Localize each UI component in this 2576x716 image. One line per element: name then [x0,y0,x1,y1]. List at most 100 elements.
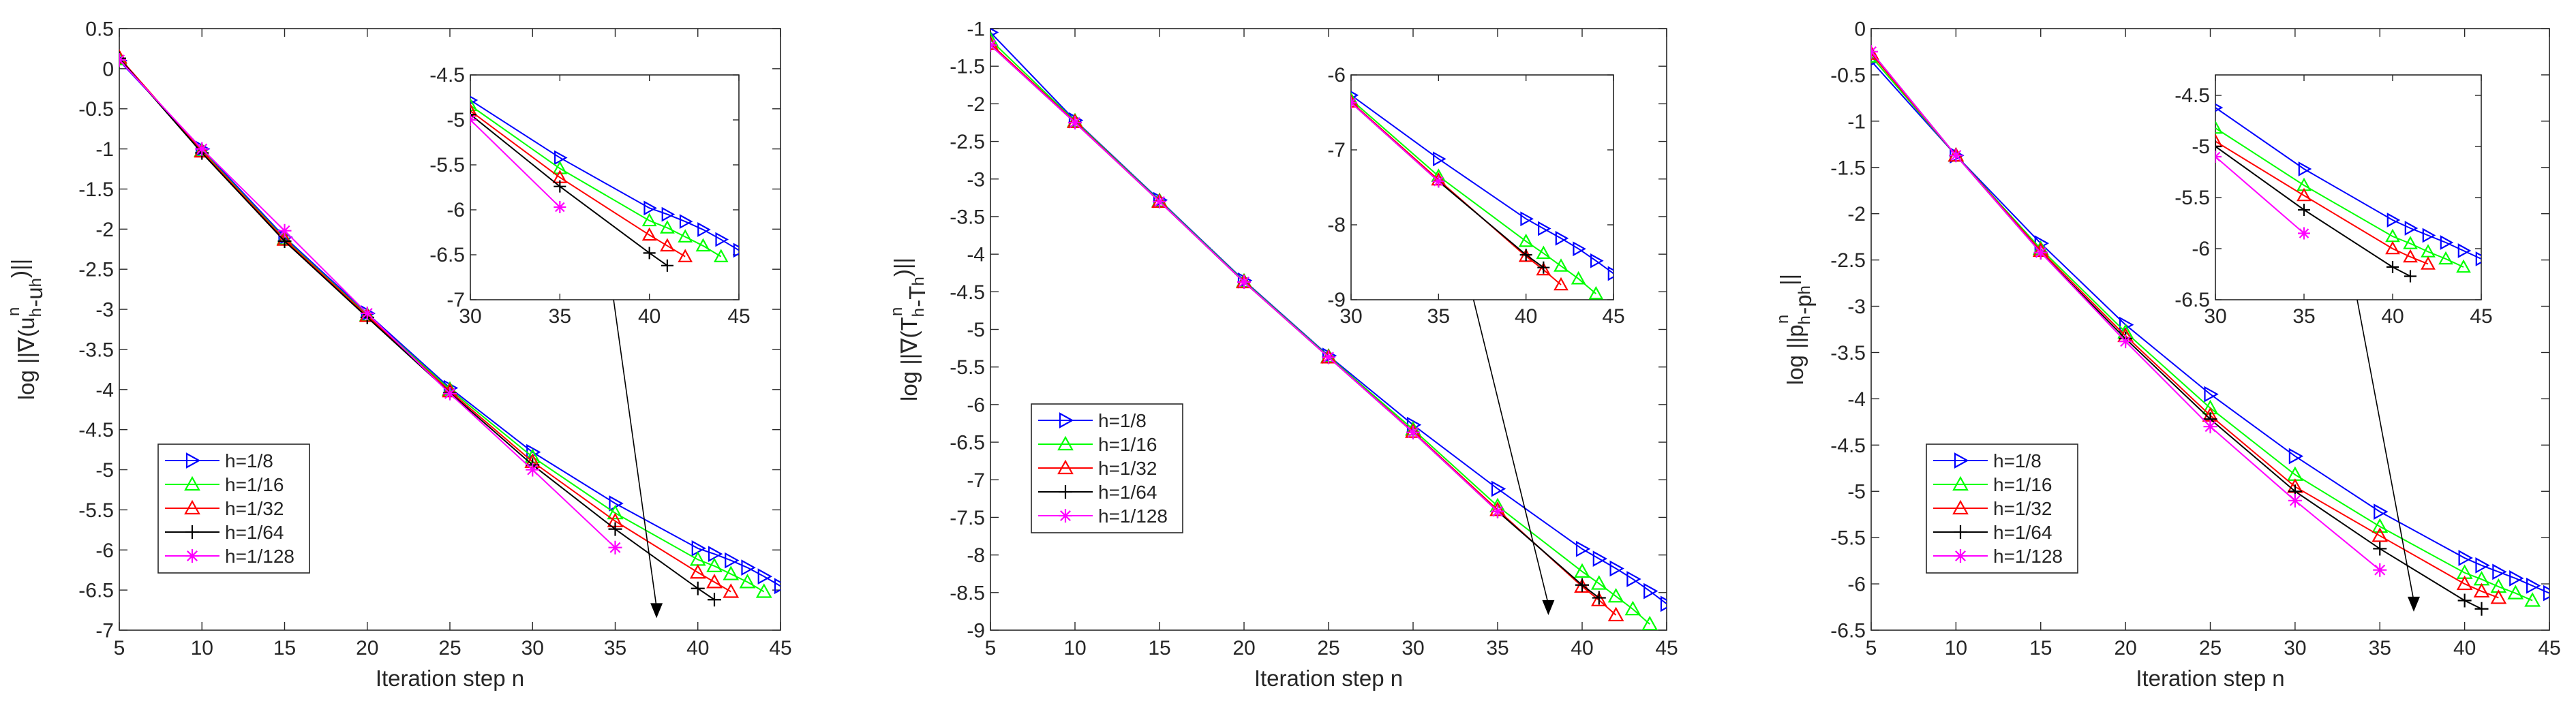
inset-point-h32 [1518,248,1534,262]
inset-point-h16 [1588,285,1604,300]
inset-series-h64 [470,108,673,272]
main-point-h32 [2372,527,2389,542]
main-y-tick-label: -6.5 [1830,620,1866,642]
main-point-h8 [2119,316,2134,333]
main-y-tick-label: -3.5 [78,339,114,361]
y-axis-label-part: log ||p [1783,324,1808,385]
inset-point-h64 [1537,261,1550,274]
main-point-h128 [1237,275,1251,289]
main-y-tick-label: -8 [967,544,985,567]
main-point-h32 [2473,582,2490,598]
inset-point-h8 [1607,266,1613,281]
legend-marker-h8 [185,452,201,469]
inset-series-line-h16 [2215,127,2464,268]
inset-series-h16 [2215,120,2471,273]
legend-label-h32: h=1/32 [1993,498,2052,519]
inset-y-tick-label: -5 [2192,136,2210,158]
main-point-h16 [1641,615,1658,630]
inset-point-h16 [2456,259,2471,273]
main-point-h32 [706,574,723,589]
x-axis-label: Iteration step n [1254,666,1403,691]
main-point-h128 [526,463,540,477]
inset-y-tick-label: -7 [446,289,465,311]
main-y-tick-label: -2.5 [950,131,985,153]
inset-point-h64 [661,259,673,272]
main-point-h16 [1624,600,1641,616]
legend-item-h8: h=1/8 [165,450,273,471]
inset-point-h32 [2421,256,2436,270]
inset-x-tick-label: 35 [549,305,571,328]
main-point-h8 [774,578,781,595]
inset-x-tick-label: 35 [2292,305,2315,328]
inset-x-tick-label: 40 [2381,305,2404,328]
legend-marker-h8 [1059,412,1074,429]
inset-series-line-h8 [470,99,739,251]
legend-label-h32: h=1/32 [225,498,284,519]
inset-point-h16 [1554,258,1569,272]
main-y-tick-label: 0.5 [85,18,114,41]
main-y-tick-label: -4.5 [78,419,114,441]
main-y-tick-label: -1.5 [78,178,114,201]
inset-point-h16 [2215,120,2223,134]
inset-point-h128 [2298,227,2310,240]
main-point-h8 [1592,550,1608,567]
main-x-tick-label: 35 [604,637,626,659]
zoom-arrow-line [613,299,657,608]
main-x-tick-label: 40 [1571,637,1593,659]
main-point-h16 [1590,575,1607,590]
main-y-tick-label: -7 [967,469,985,492]
legend-marker-h128 [1954,549,1967,563]
main-x-tick-label: 15 [273,637,296,659]
main-point-h8 [1575,540,1591,557]
inset-series-h128 [2215,151,2310,240]
main-y-tick-label: -6 [967,394,985,416]
main-y-tick-label: -3 [1847,296,1866,318]
main-point-h32 [1574,578,1590,593]
inset-point-h8 [1590,253,1604,268]
inset-point-h32 [660,238,675,252]
inset-point-h64 [2298,204,2310,216]
y-axis-label-part: log ||∇(T [896,317,922,401]
main-y-tick-label: -1.5 [950,56,985,78]
inset-frame [470,74,740,300]
y-axis-label-part: h [1795,315,1814,324]
chart-panel-2: 5 10 15 20 25 30 35 40 45 -9 -8.5 -8 -7.5 -7 -6.5 -6 -5.… [888,18,1678,691]
main-x-tick-label: 30 [1401,637,1424,659]
inset-point-h16 [678,229,693,243]
main-y-tick-label: -5 [95,459,114,482]
main-point-h16 [755,583,772,598]
y-axis-label-part: -p [1791,294,1816,314]
inset-series-h8 [2215,103,2481,266]
inset-y-tick-label: -6.5 [2175,289,2210,311]
inset-y-tick-label: -6.5 [429,244,465,266]
main-point-h16 [739,574,756,589]
inset-series-line-h16 [470,105,722,258]
inset-y-tick-label: -4.5 [429,64,465,87]
main-y-tick-label: -1 [967,18,985,41]
main-point-h64 [2373,542,2387,556]
main-y-tick-label: -7.5 [950,507,985,529]
legend: h=1/8 h=1/16 h=1/32 h=1/64h=1/128 [1031,403,1183,533]
main-x-tick-label: 5 [1866,637,1877,659]
legend-marker-h64 [1954,525,1967,539]
main-point-h8 [1491,480,1506,497]
zoom-arrow-head [2408,596,2420,612]
inset-x-tick-label: 30 [459,305,481,328]
inset-point-h32 [2215,134,2223,147]
main-y-tick-label: -2.5 [78,259,114,281]
legend-label-h128: h=1/128 [225,546,294,567]
main-point-h8 [2492,563,2507,580]
main-y-tick-label: -5 [1847,481,1866,503]
main-point-h128 [2203,420,2217,434]
main-y-tick-label: -5 [967,319,985,341]
y-axis-label-part: || [1776,274,1801,285]
legend-label-h16: h=1/16 [1993,474,2052,495]
inset-series-line-h128 [1351,102,1440,182]
legend-marker-h128 [1059,509,1072,523]
main-x-tick-label: 25 [438,637,461,659]
inset-point-h128 [554,201,566,214]
legend-label-h128: h=1/128 [1098,505,1168,527]
inset-point-h8 [2298,161,2312,176]
main-y-tick-label: -6.5 [950,432,985,454]
